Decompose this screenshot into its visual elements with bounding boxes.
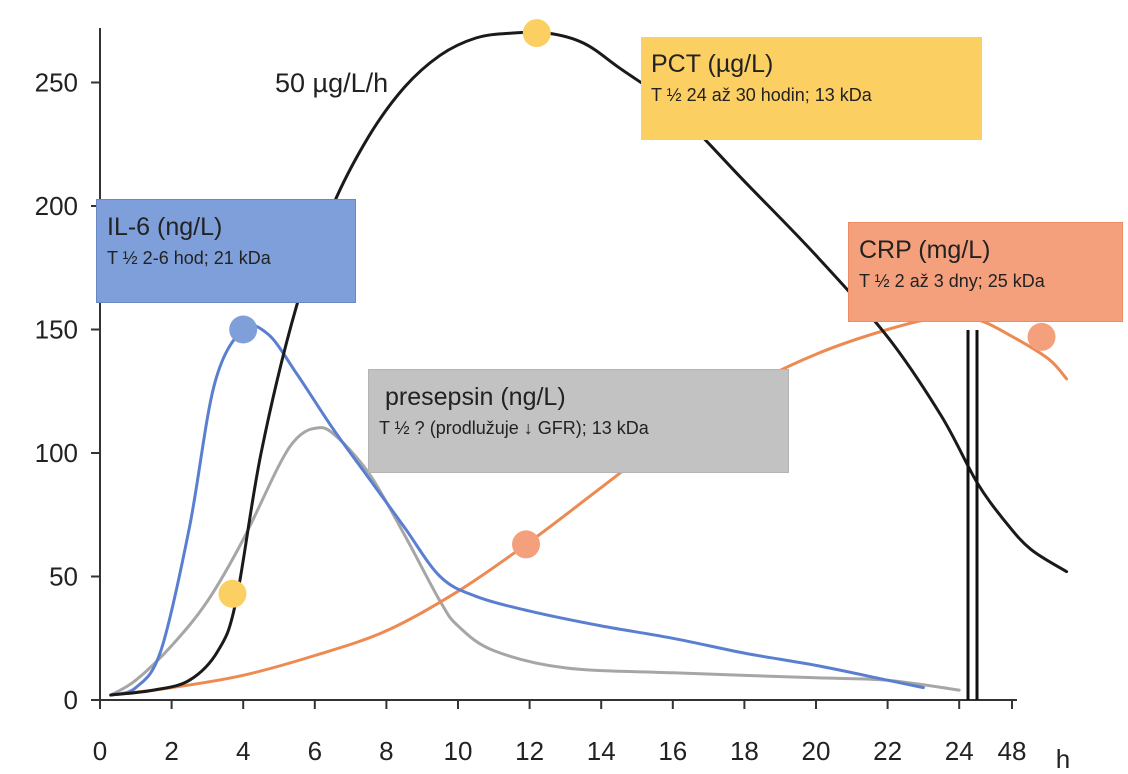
x-axis-title: h bbox=[1056, 744, 1070, 774]
il6-subtitle: T ½ 2-6 hod; 21 kDa bbox=[107, 248, 271, 268]
x-tick-label: 4 bbox=[236, 736, 250, 766]
il6-label-box: IL-6 (ng/L) T ½ 2-6 hod; 21 kDa bbox=[96, 199, 356, 303]
x-tick-label: 22 bbox=[873, 736, 902, 766]
x-tick-label: 24 bbox=[945, 736, 974, 766]
pct-marker bbox=[522, 19, 551, 48]
presepsin-label-box: presepsin (ng/L) T ½ ? (prodlužuje ↓ GFR… bbox=[368, 369, 789, 473]
crp-marker bbox=[1027, 322, 1056, 351]
pct-curve bbox=[109, 30, 1069, 697]
y-tick-label: 200 bbox=[35, 191, 78, 221]
x-tick-label: 8 bbox=[379, 736, 393, 766]
marker-layer bbox=[218, 19, 1056, 608]
il6-title: IL-6 (ng/L) bbox=[107, 213, 223, 241]
presepsin-title: presepsin (ng/L) bbox=[385, 383, 566, 411]
x-tick-label: 18 bbox=[730, 736, 759, 766]
il-6-marker bbox=[229, 315, 258, 344]
pct-marker bbox=[218, 579, 247, 608]
x-tick-label: 48 bbox=[998, 736, 1027, 766]
x-tick-label: 0 bbox=[93, 736, 107, 766]
x-tick-label: 2 bbox=[164, 736, 178, 766]
pct-title: PCT (µg/L) bbox=[651, 50, 774, 78]
crp-subtitle: T ½ 2 až 3 dny; 25 kDa bbox=[859, 271, 1045, 291]
x-tick-label: 14 bbox=[587, 736, 616, 766]
il-6-curve bbox=[109, 324, 925, 697]
y-tick-label: 250 bbox=[35, 68, 78, 98]
x-tick-label: 20 bbox=[802, 736, 831, 766]
x-tick-label: 10 bbox=[444, 736, 473, 766]
y-tick-label: 150 bbox=[35, 315, 78, 345]
crp-title: CRP (mg/L) bbox=[859, 236, 991, 264]
x-tick-label: 6 bbox=[308, 736, 322, 766]
pct-rate-annotation: 50 µg/L/h bbox=[275, 68, 389, 98]
y-tick-label: 50 bbox=[49, 562, 78, 592]
y-tick-label: 100 bbox=[35, 438, 78, 468]
x-tick-label: 12 bbox=[515, 736, 544, 766]
crp-marker bbox=[512, 530, 541, 559]
x-tick-label: 16 bbox=[658, 736, 687, 766]
y-tick-label: 0 bbox=[64, 685, 78, 715]
presepsin-subtitle: T ½ ? (prodlužuje ↓ GFR); 13 kDa bbox=[379, 418, 649, 438]
pct-subtitle: T ½ 24 až 30 hodin; 13 kDa bbox=[651, 85, 872, 105]
crp-label-box: CRP (mg/L) T ½ 2 až 3 dny; 25 kDa bbox=[848, 222, 1123, 322]
pct-label-box: PCT (µg/L) T ½ 24 až 30 hodin; 13 kDa bbox=[641, 37, 982, 140]
